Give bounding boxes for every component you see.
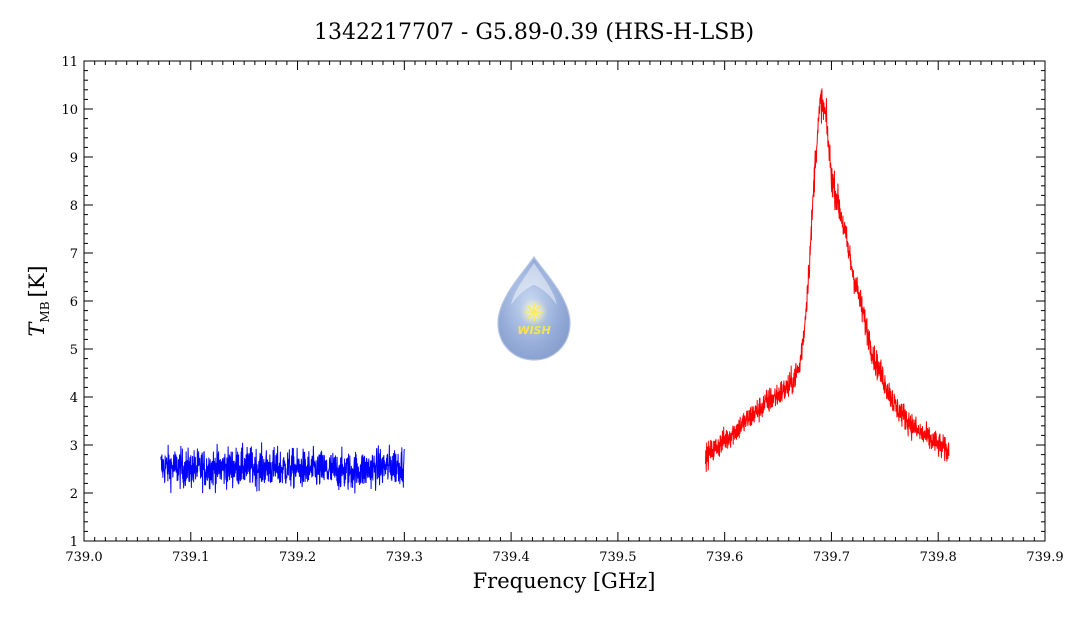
plot-frame xyxy=(83,60,1046,542)
y-axis-label: TMB [K] xyxy=(25,265,52,336)
x-tick-label: 739.3 xyxy=(386,550,423,565)
x-tick-label: 739.7 xyxy=(813,550,850,565)
y-tick-label: 3 xyxy=(70,439,78,454)
y-tick-label: 5 xyxy=(70,343,78,358)
star-icon xyxy=(525,303,543,321)
x-axis-label: Frequency [GHz] xyxy=(473,569,656,593)
chart-title: 1342217707 - G5.89-0.39 (HRS-H-LSB) xyxy=(314,20,754,45)
y-tick-label: 7 xyxy=(70,247,78,262)
y-tick-label: 8 xyxy=(70,199,78,214)
y-tick-label: 2 xyxy=(70,487,78,502)
y-tick-label: 1 xyxy=(70,535,78,550)
y-tick-label: 6 xyxy=(70,295,78,310)
x-tick-label: 739.5 xyxy=(599,550,636,565)
series-line-2 xyxy=(704,88,950,473)
x-tick-label: 739.9 xyxy=(1026,550,1063,565)
y-tick-label: 11 xyxy=(61,55,78,70)
x-tick-label: 739.6 xyxy=(706,550,743,565)
x-tick-label: 739.4 xyxy=(493,550,530,565)
y-tick-label: 10 xyxy=(61,103,78,118)
x-tick-labels: 739.0 739.1 739.2 739.3 739.4 739.5 739.6 739.7… xyxy=(65,550,1063,565)
ticks-layer xyxy=(83,60,1046,542)
wish-logo-text: WISH xyxy=(517,324,550,337)
y-axis-subscript: MB xyxy=(38,301,52,322)
x-tick-label: 739.8 xyxy=(920,550,957,565)
x-tick-label: 739.0 xyxy=(65,550,102,565)
series-line-1 xyxy=(160,442,405,494)
y-tick-label: 9 xyxy=(70,151,78,166)
y-tick-label: 4 xyxy=(70,391,78,406)
x-tick-label: 739.2 xyxy=(279,550,316,565)
y-axis-unit: [K] xyxy=(25,265,49,297)
wish-logo: WISH xyxy=(497,255,571,361)
y-tick-labels: 1 2 3 4 5 6 7 8 9 10 11 xyxy=(61,55,78,550)
x-tick-label: 739.1 xyxy=(172,550,209,565)
y-axis-symbol: T xyxy=(25,321,49,337)
series-layer xyxy=(160,88,950,494)
